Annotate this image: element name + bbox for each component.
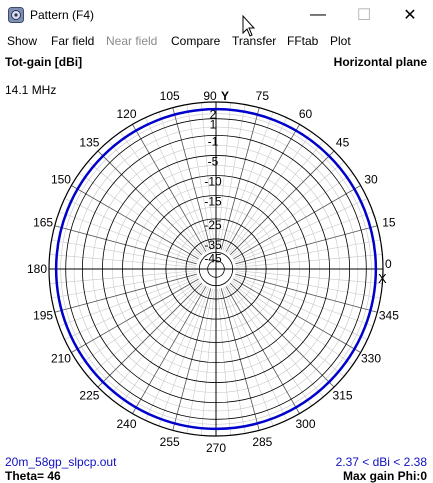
menu-plot[interactable]: Plot [330,34,351,48]
close-icon: ✕ [403,7,417,24]
file-name-label: 20m_58gp_slpcp.out [5,455,117,469]
window-titlebar: Pattern (F4) — ☐ ✕ [0,0,433,30]
menu-compare[interactable]: Compare [171,34,221,48]
menu-far-field[interactable]: Far field [51,34,95,48]
menu-show[interactable]: Show [7,34,38,48]
menu-fftab[interactable]: FFtab [287,34,319,48]
menu-bar: Show Far field Near field Compare Transf… [0,30,433,52]
close-button[interactable]: ✕ [387,0,433,30]
quantity-label: Tot-gain [dBi] [5,55,83,69]
max-gain-label: Max gain Phi:0 [342,469,427,483]
window-title: Pattern (F4) [30,8,95,22]
plane-label: Horizontal plane [333,55,427,69]
maximize-icon: ☐ [356,7,372,24]
minimize-button[interactable]: — [295,0,341,30]
minimize-icon: — [310,6,326,23]
gain-range-label: 2.37 < dBi < 2.38 [335,455,427,469]
menu-transfer[interactable]: Transfer [232,34,277,48]
theta-label: Theta= 46 [5,469,61,483]
maximize-button[interactable]: ☐ [341,0,387,30]
pattern-plot-area: Tot-gain [dBi] Horizontal plane 14.1 MHz… [0,52,433,483]
app-icon [8,7,24,23]
menu-near-field[interactable]: Near field [106,34,158,48]
frequency-label: 14.1 MHz [5,83,57,97]
